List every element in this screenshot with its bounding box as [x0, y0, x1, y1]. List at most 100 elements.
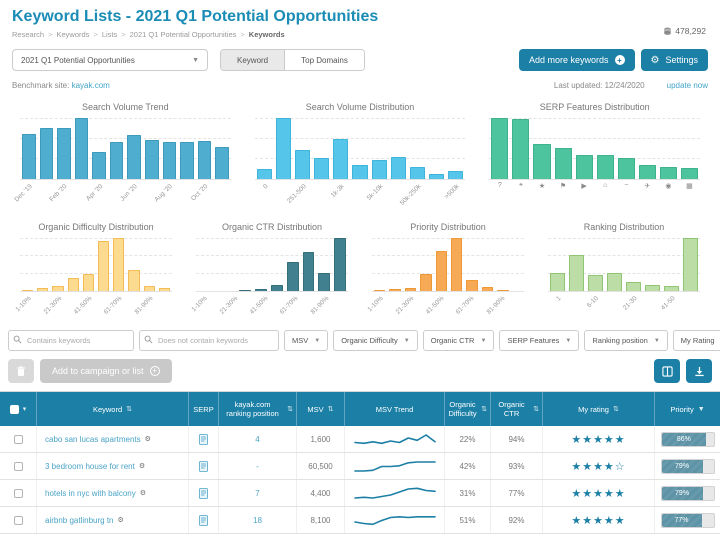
chevron-down-icon: ▼	[565, 337, 572, 344]
bar	[596, 155, 614, 179]
filter-dropdown-msv[interactable]: MSV ▼	[284, 330, 329, 351]
serp-preview-icon[interactable]	[199, 460, 208, 472]
x-tick-label: 1-10%	[14, 295, 33, 314]
chart-title: Ranking Distribution	[583, 222, 665, 232]
bar	[588, 274, 603, 291]
delete-button[interactable]	[8, 359, 34, 383]
sort-desc-icon[interactable]: ▼	[697, 405, 705, 413]
chart-title: Search Volume Distribution	[305, 102, 415, 112]
bar	[664, 286, 679, 291]
ranking-position-link[interactable]: -	[256, 461, 259, 471]
col-msv[interactable]: MSV ⇅	[296, 392, 344, 426]
my-rating-stars[interactable]: ★★★★★	[571, 514, 626, 527]
row-checkbox[interactable]	[13, 488, 23, 498]
serp-preview-icon[interactable]	[199, 514, 208, 526]
list-selector[interactable]: 2021 Q1 Potential Opportunities ▼	[12, 49, 208, 71]
sort-icon[interactable]: ⇅	[126, 406, 133, 413]
image-icon: ▦	[686, 183, 693, 190]
not-contains-keywords-input[interactable]	[139, 330, 279, 351]
bar	[374, 289, 386, 291]
bar	[680, 168, 698, 179]
sort-icon[interactable]: ⇅	[481, 406, 487, 413]
add-to-campaign-button[interactable]: Add to campaign or list +	[40, 359, 172, 383]
col-my-rating[interactable]: My rating ⇅	[542, 392, 654, 426]
ranking-position-link[interactable]: 18	[253, 515, 262, 525]
keyword-link[interactable]: 3 bedroom house for rent	[45, 461, 135, 471]
row-checkbox[interactable]	[13, 434, 23, 444]
organic-ctr-value: 92%	[490, 507, 542, 533]
col-organic-difficulty[interactable]: Organic Difficulty ⇅	[444, 392, 490, 426]
bar	[92, 152, 106, 179]
filter-dropdown-ranking-position[interactable]: Ranking position ▼	[584, 330, 668, 351]
keyword-settings-icon[interactable]: ⚙	[144, 436, 151, 443]
keyword-link[interactable]: hotels in nyc with balcony	[45, 488, 136, 498]
serp-preview-icon[interactable]	[199, 487, 208, 499]
last-updated-text: Last updated: 12/24/2020	[553, 81, 645, 90]
col-organic-ctr[interactable]: Organic CTR ⇅	[490, 392, 542, 426]
row-checkbox[interactable]	[13, 515, 23, 525]
x-tick-label: >500k	[443, 183, 461, 201]
priority-bar: 79%	[660, 485, 715, 501]
col-priority[interactable]: Priority ▼	[654, 392, 720, 426]
sort-icon[interactable]: ⇅	[287, 406, 293, 413]
breadcrumb: Research > Keywords > Lists >2021 Q1 Potentia…	[12, 30, 708, 39]
bar	[334, 238, 346, 291]
msv-value: 4,400	[296, 480, 344, 506]
serp-preview-icon[interactable]	[199, 433, 208, 445]
chart-organic-difficulty-distribution: Organic Difficulty Distribution 1-10% 21-…	[8, 222, 184, 318]
ranking-position-link[interactable]: 4	[255, 434, 260, 444]
row-checkbox[interactable]	[13, 461, 23, 471]
columns-button[interactable]	[654, 359, 680, 383]
my-rating-stars[interactable]: ★★★★★	[571, 487, 626, 500]
keyword-settings-icon[interactable]: ⚙	[139, 490, 146, 497]
ranking-position-link[interactable]: 7	[255, 488, 260, 498]
filter-dropdown-serp-features[interactable]: SERP Features ▼	[499, 330, 580, 351]
keyword-settings-icon[interactable]: ⚙	[117, 517, 124, 524]
add-more-keywords-button[interactable]: Add more keywords +	[518, 49, 635, 71]
contains-keywords-input[interactable]	[8, 330, 134, 351]
breadcrumb-separator: >	[121, 30, 126, 39]
col-keyword[interactable]: Keyword ⇅	[36, 392, 188, 426]
bar	[575, 154, 593, 179]
breadcrumb-item[interactable]: Lists	[101, 30, 118, 39]
filter-dropdown-organic-difficulty[interactable]: Organic Difficulty ▼	[333, 330, 418, 351]
bar	[497, 289, 509, 291]
bar	[314, 158, 330, 179]
breadcrumb-item[interactable]: 2021 Q1 Potential Opportunities	[129, 30, 237, 39]
bar	[22, 134, 36, 179]
breadcrumb-separator: >	[240, 30, 245, 39]
filter-dropdown-organic-ctr[interactable]: Organic CTR ▼	[422, 330, 495, 351]
keyword-link[interactable]: airbnb gatlinburg tn	[45, 515, 114, 525]
breadcrumb-item[interactable]: Keywords	[56, 30, 90, 39]
filter-dropdown-my-rating[interactable]: My Rating▼	[672, 330, 720, 351]
download-button[interactable]	[686, 359, 712, 383]
update-now-link[interactable]: update now	[666, 81, 708, 90]
keyword-link[interactable]: cabo san lucas apartments	[45, 434, 141, 444]
bar	[491, 118, 509, 179]
bar	[626, 282, 641, 291]
bar	[197, 141, 212, 179]
benchmark-site-link[interactable]: kayak.com	[71, 81, 110, 90]
bar	[52, 285, 64, 291]
sort-icon[interactable]: ⇅	[327, 406, 334, 413]
chart-title: Organic CTR Distribution	[221, 222, 323, 232]
tab-keyword[interactable]: Keyword	[221, 50, 286, 70]
settings-button[interactable]: ⚙ Settings	[640, 49, 708, 71]
page-title: Keyword Lists - 2021 Q1 Potential Opport…	[12, 8, 379, 25]
keyword-settings-icon[interactable]: ⚙	[138, 463, 146, 470]
tab-top-domains[interactable]: Top Domains	[285, 50, 364, 70]
select-all-checkbox[interactable]	[9, 404, 19, 414]
bar	[67, 277, 79, 291]
sparkline	[353, 461, 436, 472]
priority-value: 86%	[661, 432, 707, 446]
filter-dropdown-label: SERP Features	[507, 336, 560, 345]
bar	[57, 128, 71, 179]
sort-icon[interactable]: ⇅	[533, 406, 539, 413]
col-ranking-position[interactable]: kayak.com ranking position ⇅	[218, 392, 296, 426]
my-rating-stars[interactable]: ★★★★☆	[571, 460, 626, 473]
my-rating-stars[interactable]: ★★★★★	[571, 433, 626, 446]
sort-icon[interactable]: ⇅	[612, 406, 619, 413]
select-all-header[interactable]: ▾	[0, 392, 36, 426]
breadcrumb-item[interactable]: Research	[12, 30, 45, 39]
